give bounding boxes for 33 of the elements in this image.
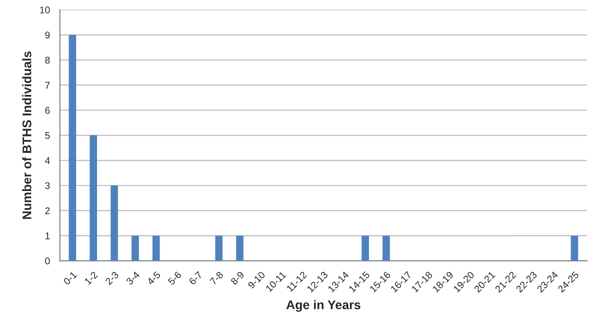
x-tick-label: 7-8 bbox=[209, 271, 224, 286]
bar bbox=[570, 236, 578, 261]
y-tick-label: 10 bbox=[40, 6, 50, 14]
x-tick-label: 8-9 bbox=[230, 271, 245, 286]
y-tick-label: 6 bbox=[45, 106, 50, 114]
x-tick-label: 1-2 bbox=[84, 271, 98, 285]
x-tick-label: 3-4 bbox=[126, 270, 140, 286]
y-tick-label: 7 bbox=[45, 82, 50, 89]
y-tick-label: 1 bbox=[46, 232, 50, 240]
x-tick-label: 0-1 bbox=[62, 271, 78, 286]
y-tick-label: 4 bbox=[44, 157, 50, 164]
x-axis-title: Age in Years bbox=[286, 300, 360, 312]
y-tick-label: 2 bbox=[45, 207, 50, 214]
bar bbox=[132, 236, 139, 261]
bar bbox=[68, 34, 76, 261]
bar bbox=[90, 135, 98, 261]
y-axis-title: Number of BTHS Individuals bbox=[22, 51, 32, 219]
bar bbox=[236, 236, 244, 261]
x-tick-label: 4-5 bbox=[146, 271, 161, 286]
y-tick-label: 0 bbox=[45, 258, 50, 264]
y-tick-label: 8 bbox=[45, 56, 50, 64]
x-tick-label: 6-7 bbox=[188, 271, 203, 286]
y-tick-label: 5 bbox=[45, 132, 50, 139]
bar bbox=[110, 185, 118, 261]
x-tick-label: 2-3 bbox=[104, 271, 120, 286]
x-tick-label: 9-10 bbox=[247, 270, 266, 290]
bar bbox=[215, 236, 223, 261]
y-tick-label: 3 bbox=[45, 182, 50, 190]
bar bbox=[152, 236, 160, 261]
y-tick-label: 9 bbox=[45, 32, 50, 38]
bar bbox=[362, 236, 369, 261]
x-tick-label: 5-6 bbox=[168, 271, 182, 286]
bar bbox=[382, 236, 390, 261]
